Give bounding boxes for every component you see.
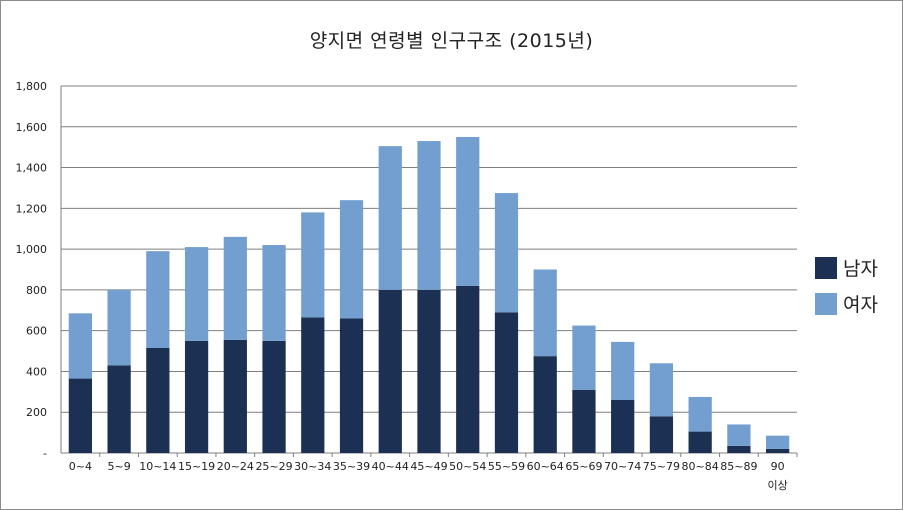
bar-male xyxy=(766,448,790,453)
bar-female xyxy=(107,289,131,366)
bar-male xyxy=(572,389,596,453)
x-tick-label: 10~14 xyxy=(139,460,176,473)
x-tick-label: 45~49 xyxy=(410,460,447,473)
bar-female xyxy=(301,212,325,318)
x-tick-label: 35~39 xyxy=(333,460,370,473)
bar-male xyxy=(688,431,712,453)
bar-male xyxy=(417,289,441,453)
y-tick-label: 1,800 xyxy=(16,80,48,93)
y-tick-label: - xyxy=(43,447,47,460)
bar-female xyxy=(572,325,596,390)
bar-female xyxy=(339,200,364,319)
chart-title: 양지면 연령별 인구구조 (2015년) xyxy=(309,30,594,52)
bar-male xyxy=(68,378,92,453)
bar-female xyxy=(262,245,286,341)
x-tick-label: 70~74 xyxy=(604,460,641,473)
bar-female xyxy=(533,269,557,357)
bar-female xyxy=(494,193,519,313)
legend-swatch-male xyxy=(815,256,837,279)
x-tick-label: 85~89 xyxy=(720,460,757,473)
x-tick-label: 30~34 xyxy=(294,460,331,473)
legend-label-male: 남자 xyxy=(843,258,878,280)
bar-female xyxy=(223,236,247,340)
bar-male xyxy=(727,445,751,453)
bar-female xyxy=(378,146,402,290)
x-tick-label: 15~19 xyxy=(178,460,215,473)
x-tick-label: 60~64 xyxy=(527,460,564,473)
x-tick-label: 65~69 xyxy=(565,460,602,473)
y-tick-label: 1,000 xyxy=(16,243,48,256)
y-tick-label: 1,400 xyxy=(16,162,48,175)
x-tick-label: 55~59 xyxy=(488,460,525,473)
bar-male xyxy=(649,416,674,453)
y-tick-label: 1,600 xyxy=(16,121,48,134)
y-tick-label: 200 xyxy=(26,406,47,419)
bar-female xyxy=(456,136,480,286)
x-tick-label: 20~24 xyxy=(217,460,254,473)
bar-male xyxy=(456,285,480,453)
x-tick-label: 5~9 xyxy=(107,460,130,473)
bar-male xyxy=(533,356,557,453)
x-tick-label: 75~79 xyxy=(643,460,680,473)
y-tick-label: 800 xyxy=(26,284,47,297)
legend-label-female: 여자 xyxy=(843,294,878,316)
bar-female xyxy=(184,247,209,341)
bar-male xyxy=(611,399,635,453)
bar-female xyxy=(611,341,635,400)
bar-female xyxy=(649,363,674,417)
bar-male xyxy=(146,347,170,453)
bar-female xyxy=(417,141,441,290)
bar-male xyxy=(262,340,286,453)
bar-male xyxy=(184,340,209,453)
y-tick-label: 400 xyxy=(26,365,47,378)
y-tick-label: 1,200 xyxy=(16,202,48,215)
bar-male xyxy=(494,312,519,453)
bar-male xyxy=(223,339,247,453)
bar-male xyxy=(301,317,325,453)
x-tick-label: 0~4 xyxy=(69,460,92,473)
x-tick-label: 40~44 xyxy=(372,460,409,473)
bar-female xyxy=(688,396,712,432)
x-tick-label: 80~84 xyxy=(682,460,719,473)
bar-male xyxy=(107,365,131,453)
bar-female xyxy=(146,251,170,348)
bar-male xyxy=(378,289,402,453)
bar-female xyxy=(727,424,751,446)
legend-item-male: 남자 xyxy=(815,254,878,281)
x-tick-label: 25~29 xyxy=(255,460,292,473)
x-tick-label: 90 이상 xyxy=(768,460,788,492)
legend-swatch-female xyxy=(815,292,837,315)
y-tick-label: 600 xyxy=(26,325,47,338)
legend-item-female: 여자 xyxy=(815,290,878,317)
bar-female xyxy=(766,435,790,449)
x-tick-label: 50~54 xyxy=(449,460,486,473)
bar-female xyxy=(68,313,92,379)
bar-male xyxy=(339,318,364,453)
